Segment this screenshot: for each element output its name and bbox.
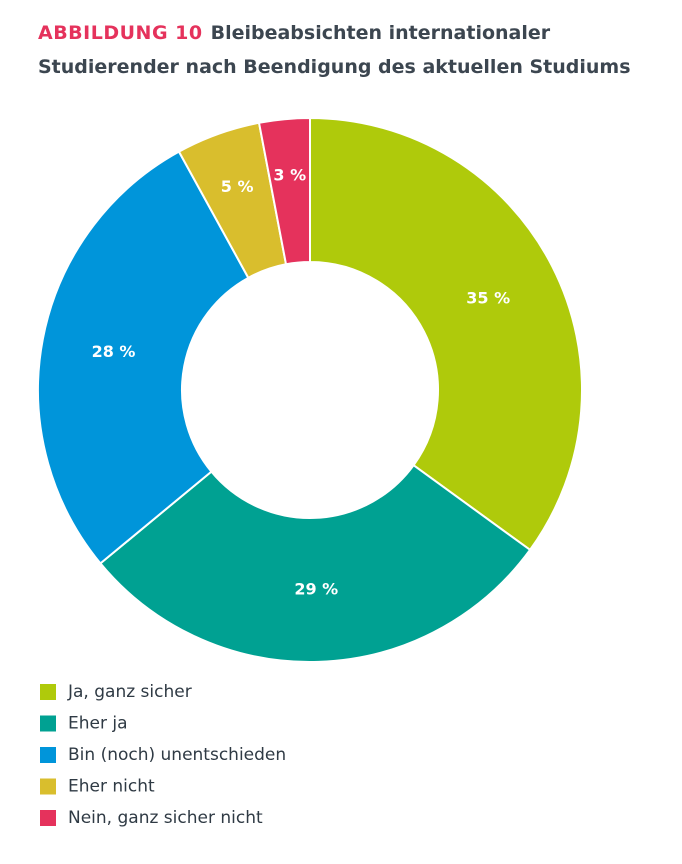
value-label: 35 % [466,289,510,308]
legend-swatch [40,747,56,763]
legend-label: Eher nicht [68,777,155,797]
legend-swatch [40,810,56,826]
chart-title: Bleibeabsichten internationaler Studiere… [38,22,631,78]
value-label: 3 % [273,165,306,184]
value-label: 29 % [294,579,338,598]
legend-label: Eher ja [68,714,128,734]
legend-swatch [40,684,56,700]
donut-slice [99,463,532,663]
figure-label: ABBILDUNG 10 [38,22,203,44]
donut-slice [37,150,250,565]
chart-header: ABBILDUNG 10 Bleibeabsichten internationa… [38,16,648,84]
legend-swatch [40,715,56,732]
value-label: 28 % [92,342,136,361]
legend-label: Bin (noch) unentschieden [68,745,286,765]
donut-slice [309,116,583,552]
value-label: 5 % [221,177,254,196]
donut-slice [257,116,311,266]
legend-label: Nein, ganz sicher nicht [68,808,263,828]
legend-swatch [40,778,56,795]
legend-label: Ja, ganz sicher [67,682,192,702]
